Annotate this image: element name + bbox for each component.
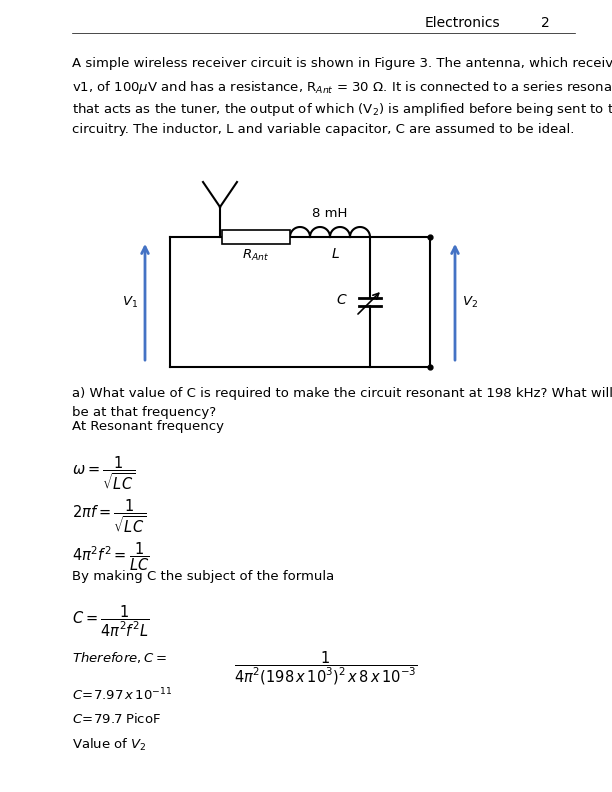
Text: 2: 2: [541, 16, 550, 30]
Text: circuitry. The inductor, L and variable capacitor, C are assumed to be ideal.: circuitry. The inductor, L and variable …: [72, 123, 575, 136]
Text: $\dfrac{1}{4\pi^2(198\,x\,10^3)^2\,x\,8\,x\,10^{-3}}$: $\dfrac{1}{4\pi^2(198\,x\,10^3)^2\,x\,8\…: [234, 650, 418, 687]
Text: At Resonant frequency: At Resonant frequency: [72, 420, 224, 433]
Text: $C\!=\!79.7\;\mathrm{PicoF}$: $C\!=\!79.7\;\mathrm{PicoF}$: [72, 712, 161, 726]
Text: $2\pi f =\dfrac{1}{\sqrt{LC}}$: $2\pi f =\dfrac{1}{\sqrt{LC}}$: [72, 497, 146, 535]
Text: Electronics: Electronics: [424, 16, 500, 30]
Text: be at that frequency?: be at that frequency?: [72, 406, 216, 419]
Text: that acts as the tuner, the output of which (V$_2$) is amplified before being se: that acts as the tuner, the output of wh…: [72, 101, 612, 118]
Text: Value of $V_2$: Value of $V_2$: [72, 737, 147, 753]
Bar: [222, 230, 290, 244]
Text: $4\pi^2 f^2 =\dfrac{1}{LC}$: $4\pi^2 f^2 =\dfrac{1}{LC}$: [72, 540, 149, 573]
Text: $V_2$: $V_2$: [462, 295, 478, 310]
Text: A simple wireless receiver circuit is shown in Figure 3. The antenna, which rece: A simple wireless receiver circuit is sh…: [72, 57, 612, 70]
Text: $C =\dfrac{1}{4\pi^2 f^2 L}$: $C =\dfrac{1}{4\pi^2 f^2 L}$: [72, 604, 149, 639]
Text: $V_1$: $V_1$: [122, 295, 138, 310]
Text: $\mathit{Therefore}, C =$: $\mathit{Therefore}, C =$: [72, 650, 167, 665]
Text: $C\!=\!7.97\,x\,10^{-11}$: $C\!=\!7.97\,x\,10^{-11}$: [72, 687, 173, 703]
Text: a) What value of C is required to make the circuit resonant at 198 kHz? What wil: a) What value of C is required to make t…: [72, 387, 612, 400]
Text: 8 mH: 8 mH: [312, 207, 348, 220]
Text: $L$: $L$: [330, 247, 340, 261]
Text: By making C the subject of the formula: By making C the subject of the formula: [72, 570, 334, 583]
Text: $R_{\mathit{Ant}}$: $R_{\mathit{Ant}}$: [242, 248, 270, 263]
Text: $\omega =\dfrac{1}{\sqrt{LC}}$: $\omega =\dfrac{1}{\sqrt{LC}}$: [72, 454, 135, 492]
Text: $C$: $C$: [337, 293, 348, 307]
Text: v1, of 100$\mu$V and has a resistance, R$_{\mathit{Ant}}$ = 30 $\Omega$. It is c: v1, of 100$\mu$V and has a resistance, R…: [72, 79, 612, 96]
